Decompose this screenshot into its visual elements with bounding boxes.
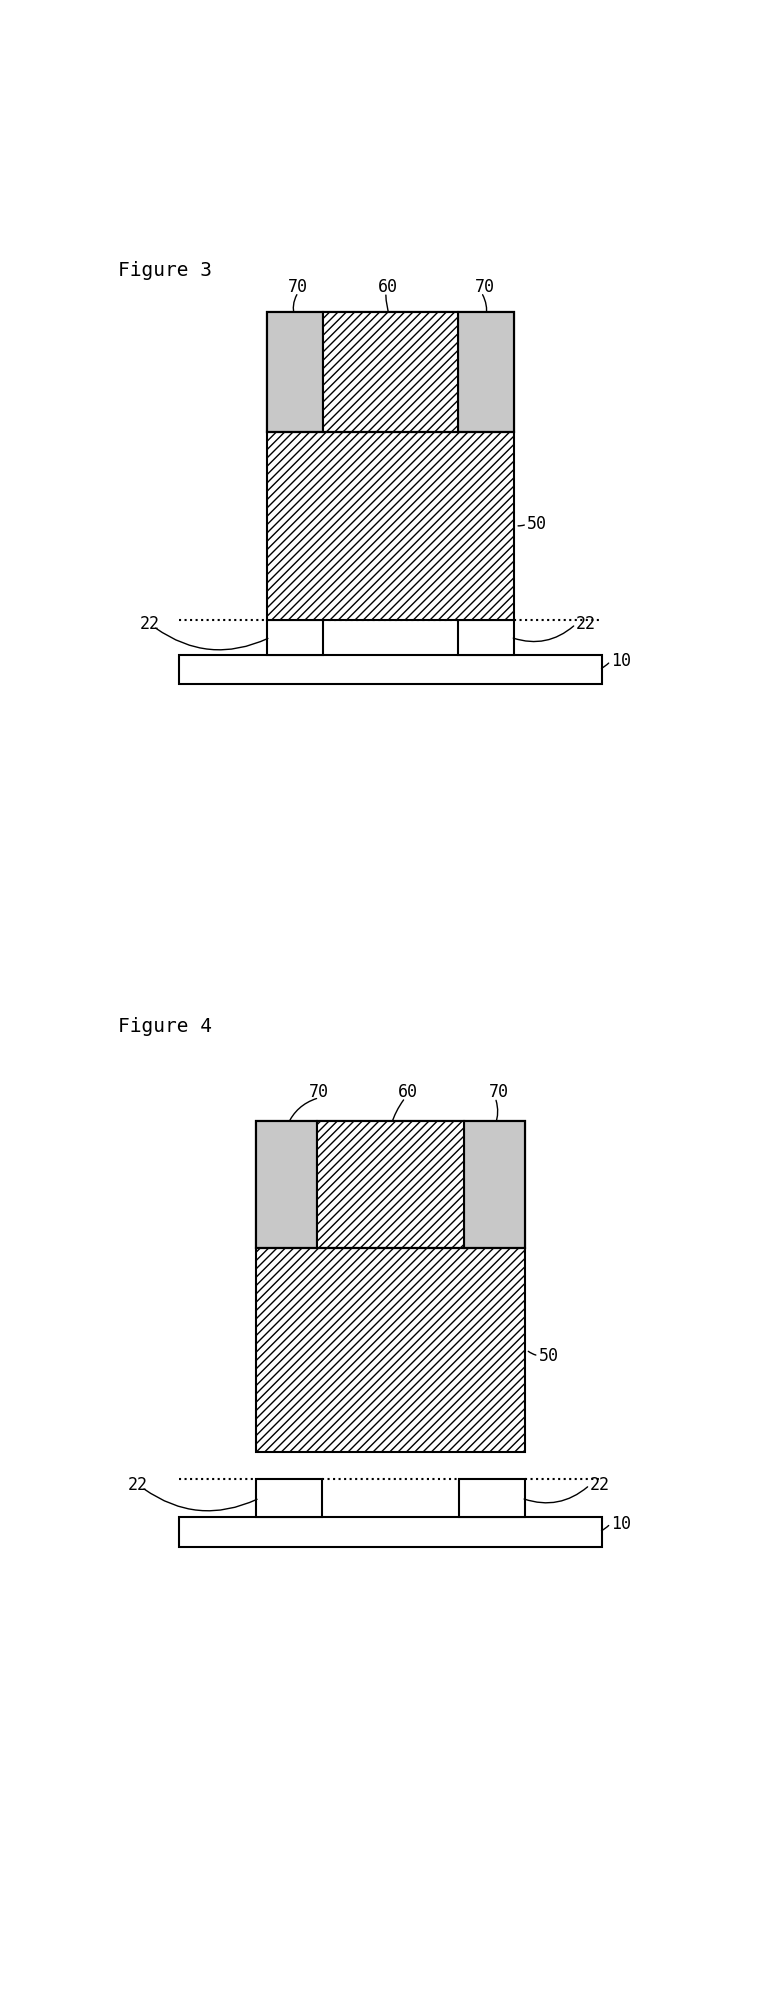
Bar	[458, 313, 514, 432]
Bar	[257, 1120, 317, 1248]
Text: 50: 50	[527, 514, 547, 532]
Text: 70: 70	[475, 277, 495, 295]
Text: 22: 22	[128, 1477, 148, 1495]
Bar	[267, 313, 514, 620]
Bar	[458, 620, 514, 656]
Bar	[179, 656, 602, 684]
Bar	[464, 1120, 524, 1248]
Bar	[317, 1120, 464, 1248]
Bar	[257, 1120, 524, 1248]
Bar	[459, 1479, 524, 1517]
Text: Figure 4: Figure 4	[119, 1016, 213, 1036]
Bar	[257, 1479, 322, 1517]
Bar	[257, 1120, 524, 1248]
Bar	[267, 313, 514, 432]
Bar	[267, 313, 514, 432]
Bar	[257, 1120, 524, 1453]
Text: Figure 3: Figure 3	[119, 261, 213, 279]
Text: 60: 60	[398, 1084, 418, 1102]
Text: 10: 10	[610, 652, 631, 670]
Text: 22: 22	[139, 616, 159, 634]
Bar	[267, 313, 323, 432]
Text: 70: 70	[489, 1084, 509, 1102]
Text: 60: 60	[378, 277, 398, 295]
Bar	[323, 313, 458, 432]
Text: 70: 70	[287, 277, 307, 295]
Text: 10: 10	[610, 1515, 631, 1533]
Text: 22: 22	[576, 616, 596, 634]
Bar	[179, 1517, 602, 1547]
Bar	[267, 620, 323, 656]
Text: 50: 50	[539, 1347, 559, 1365]
Text: 22: 22	[590, 1477, 610, 1495]
Text: 70: 70	[309, 1084, 328, 1102]
